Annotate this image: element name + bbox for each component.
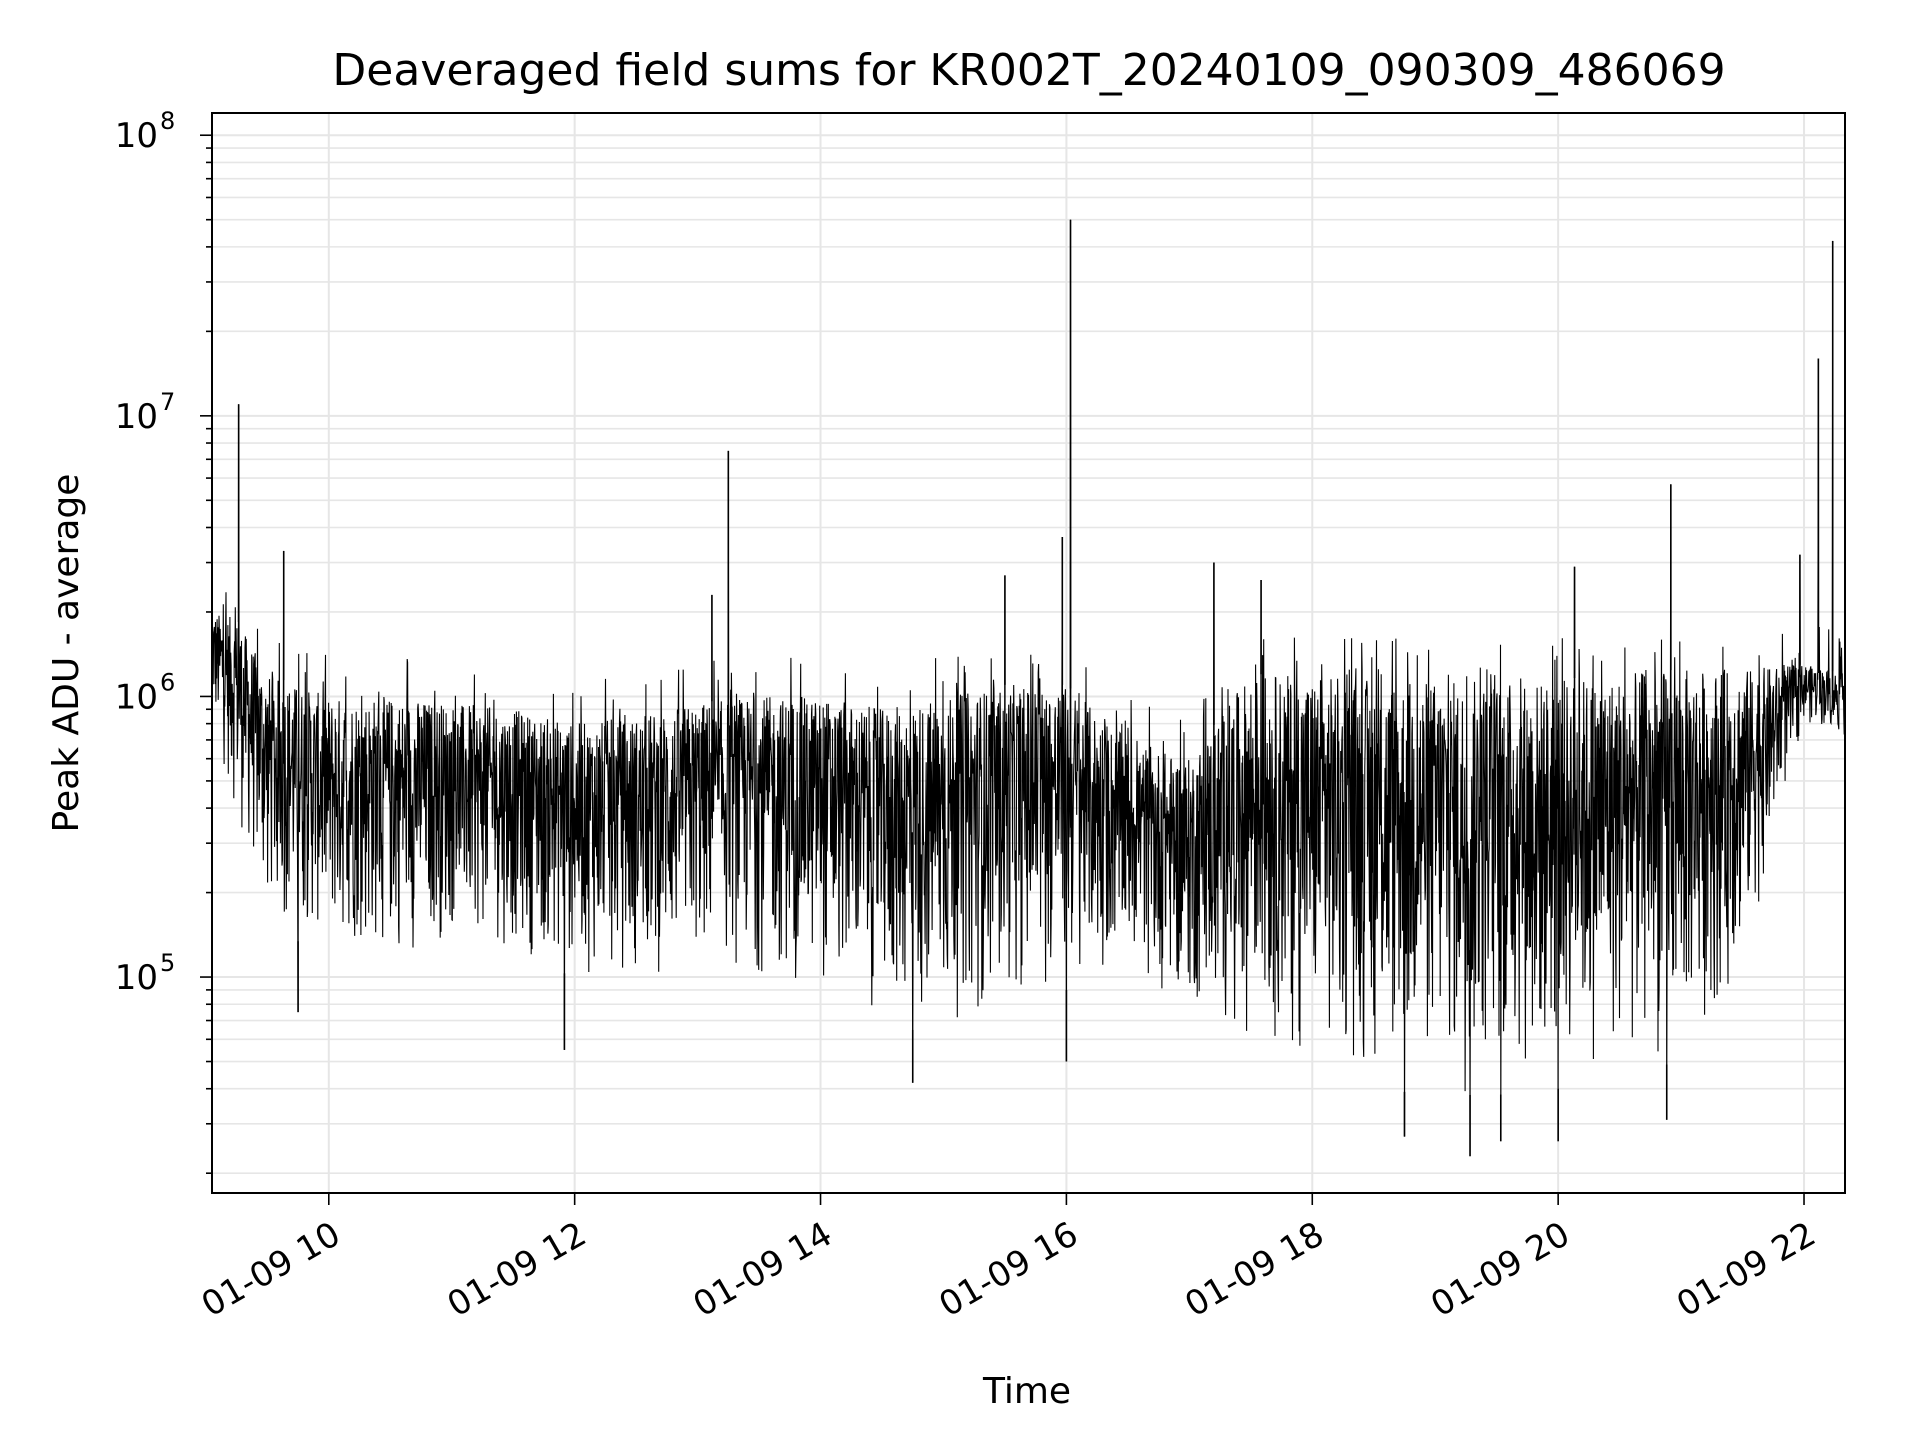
chart-title: Deaveraged field sums for KR002T_2024010…: [332, 45, 1725, 96]
x-axis-label: Time: [982, 1371, 1071, 1412]
y-tick-exponent: 5: [160, 949, 175, 977]
y-axis-label: Peak ADU - average: [46, 474, 87, 833]
series-line: [211, 219, 1846, 1157]
y-tick-exponent: 7: [160, 388, 175, 416]
plot-area-frame: [211, 112, 1846, 1194]
data-series: [211, 219, 1846, 1157]
y-tick-exponent: 6: [160, 668, 175, 696]
y-tick-label: 10: [115, 958, 158, 998]
y-tick-exponent: 8: [160, 107, 175, 135]
y-tick-label: 10: [115, 397, 158, 437]
y-tick-label: 10: [115, 116, 158, 156]
y-tick-label: 10: [115, 677, 158, 717]
